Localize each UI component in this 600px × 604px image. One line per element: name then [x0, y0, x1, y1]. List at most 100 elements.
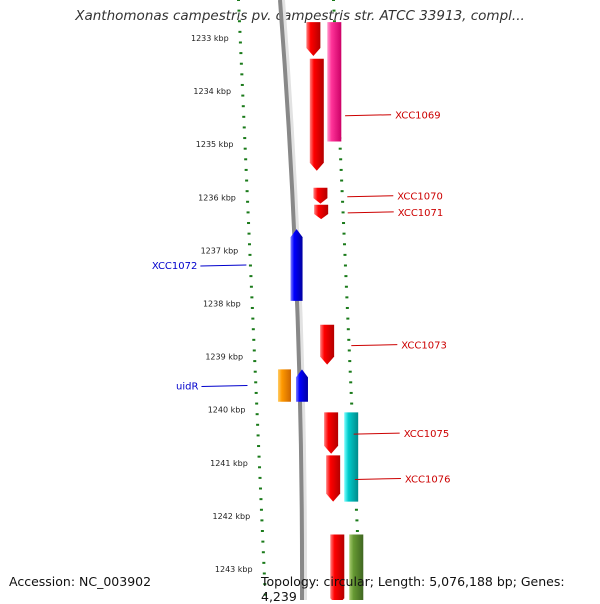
feature-forward-gene[interactable] [344, 412, 359, 502]
minor-tick [244, 168, 248, 171]
minor-tick [253, 370, 257, 373]
feature-label-xcc1069[interactable]: XCC1069 [395, 111, 441, 122]
label-leader-line [345, 114, 392, 117]
feature-label-xcc1072[interactable]: XCC1072 [152, 261, 198, 272]
minor-tick [247, 232, 251, 235]
minor-tick [254, 391, 258, 394]
feature-label-xcc1071[interactable]: XCC1071 [398, 208, 444, 219]
scale-ticks-left [237, 0, 267, 596]
feature-label-xcc1070[interactable]: XCC1070 [397, 192, 443, 203]
minor-tick [340, 190, 344, 193]
minor-tick [258, 487, 262, 490]
minor-tick [355, 519, 359, 522]
label-leader-line [354, 477, 401, 480]
minor-tick [243, 137, 247, 140]
feature-labels: XCC1069 XCC1070 XCC1071 XCC1072 XCC1073 uidR X… [152, 111, 451, 486]
minor-tick [343, 253, 347, 256]
minor-tick [349, 381, 353, 384]
minor-tick [240, 73, 244, 76]
minor-tick [250, 306, 254, 309]
minor-tick [345, 296, 349, 299]
minor-tick [347, 338, 351, 341]
feature-label-uidr[interactable]: uidR [176, 382, 198, 393]
minor-tick [342, 232, 346, 235]
feature-xcc1075[interactable] [324, 412, 339, 454]
minor-tick [341, 200, 345, 203]
feature-xcc1072[interactable] [290, 229, 303, 301]
minor-tick [238, 30, 242, 33]
feature-label-xcc1076[interactable]: XCC1076 [405, 474, 451, 485]
minor-tick [350, 402, 354, 405]
minor-tick [251, 328, 255, 331]
tick-label: 1235 kbp [196, 140, 234, 149]
minor-tick [332, 20, 336, 23]
minor-tick [259, 508, 263, 511]
minor-tick [247, 243, 251, 246]
minor-tick [261, 540, 265, 543]
minor-tick [248, 264, 252, 267]
minor-tick [249, 285, 253, 288]
minor-tick [250, 296, 254, 299]
feature-xcc1070[interactable] [313, 187, 328, 204]
minor-tick [257, 455, 261, 458]
minor-tick [259, 498, 263, 501]
minor-tick [239, 52, 243, 55]
feature-xcc1076[interactable] [326, 455, 341, 502]
tick-label: 1239 kbp [205, 353, 243, 362]
minor-tick [253, 360, 257, 363]
feature-xcc1071[interactable] [314, 204, 329, 220]
tick-label: 1242 kbp [213, 512, 251, 521]
minor-tick [252, 338, 256, 341]
minor-tick [246, 200, 250, 203]
minor-tick [346, 328, 350, 331]
minor-tick [348, 370, 352, 373]
feature-forward-gene[interactable] [327, 22, 342, 142]
minor-tick [242, 126, 246, 129]
feature-uidr[interactable] [277, 369, 291, 402]
minor-tick [240, 83, 244, 86]
minor-tick [347, 349, 351, 352]
feature-label-xcc1073[interactable]: XCC1073 [401, 341, 447, 352]
feature-xcc1073[interactable] [320, 324, 335, 365]
minor-tick [345, 306, 349, 309]
scale-tick-labels: 1233 kbp 1234 kbp 1235 kbp 1236 kbp 1237 kbp… [191, 34, 253, 574]
minor-tick [248, 253, 252, 256]
feature-reverse-cds[interactable] [295, 369, 308, 402]
feature-forward-gene[interactable] [349, 534, 364, 600]
minor-tick [262, 572, 266, 575]
map-title: Xanthomonas campestris pv. campestris st… [75, 8, 525, 24]
feature-xcc1069[interactable] [309, 58, 324, 171]
minor-tick [342, 222, 346, 225]
minor-tick [246, 211, 250, 214]
feature-forward-cds[interactable] [330, 534, 345, 600]
minor-tick [252, 349, 256, 352]
minor-tick [245, 190, 249, 193]
minor-tick [256, 423, 260, 426]
minor-tick [254, 381, 258, 384]
tick-label: 1237 kbp [201, 246, 239, 255]
tick-label: 1243 kbp [215, 565, 253, 574]
minor-tick [340, 179, 344, 182]
minor-tick [243, 147, 247, 150]
minor-tick [348, 360, 352, 363]
label-leader-line [201, 385, 248, 388]
tick-label: 1236 kbp [198, 193, 236, 202]
minor-tick [338, 147, 342, 150]
tick-label: 1238 kbp [203, 300, 241, 309]
minor-tick [263, 593, 267, 596]
minor-tick [355, 530, 359, 532]
tick-label: 1234 kbp [193, 87, 231, 96]
minor-tick [339, 158, 343, 161]
feature-label-xcc1075[interactable]: XCC1075 [404, 429, 450, 440]
feature-forward-cds[interactable] [306, 22, 321, 57]
minor-tick [244, 158, 248, 161]
minor-tick [260, 530, 264, 532]
minor-tick [251, 317, 255, 320]
minor-tick [260, 519, 264, 522]
minor-tick [237, 0, 240, 1]
minor-tick [249, 275, 253, 278]
minor-tick [247, 222, 251, 225]
minor-tick [341, 211, 345, 214]
label-leader-line [353, 432, 400, 435]
minor-tick [258, 466, 262, 469]
